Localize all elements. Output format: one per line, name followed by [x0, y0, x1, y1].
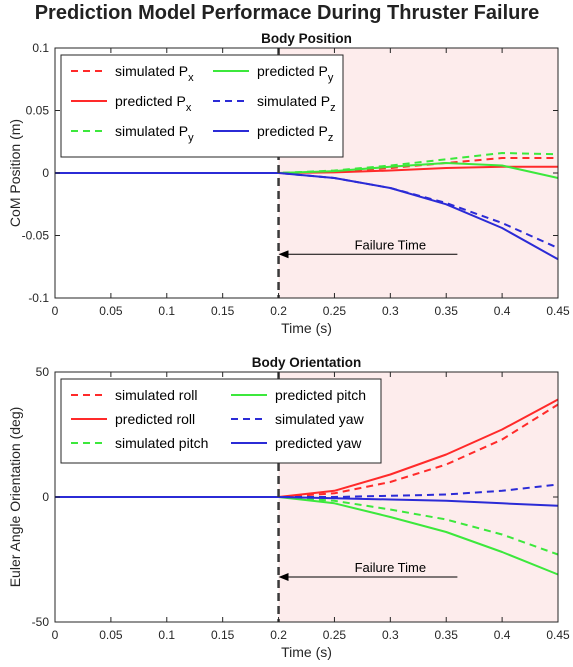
legend-label: predicted Py — [257, 63, 334, 84]
data-point — [501, 534, 503, 536]
legend-label: simulated Py — [115, 123, 194, 144]
data-point — [445, 500, 447, 502]
x-tick-label: 0.15 — [211, 628, 235, 642]
y-axis-label: Euler Angle Orientation (deg) — [7, 407, 23, 588]
data-point — [334, 490, 336, 492]
data-point — [390, 499, 392, 501]
data-point — [390, 474, 392, 476]
x-tick-label: 0.25 — [323, 304, 347, 318]
data-point — [334, 493, 336, 495]
data-point — [501, 222, 503, 224]
x-tick-label: 0.15 — [211, 304, 235, 318]
legend-label: simulated Px — [115, 63, 194, 84]
data-point — [445, 454, 447, 456]
series-line-0 — [55, 157, 558, 174]
x-tick-label: 0.1 — [158, 628, 175, 642]
x-tick-label: 0.45 — [546, 304, 570, 318]
x-tick-label: 0.05 — [99, 628, 123, 642]
data-point — [501, 551, 503, 553]
series-line-2 — [55, 152, 559, 174]
data-point — [501, 152, 503, 154]
data-point — [390, 516, 392, 518]
legend-label: simulated yaw — [275, 411, 365, 427]
body-position-chart: 0 0.05 0.1 0.15 0.2 0.25 0.3 0.35 0.4 0.45 -0.1 -0.… — [7, 31, 570, 336]
chart-title: Body Position — [261, 31, 352, 46]
data-point — [501, 439, 503, 441]
y-tick-label: 0.05 — [26, 104, 50, 118]
legend — [60, 54, 344, 158]
body-orientation-chart: 0 0.05 0.1 0.15 0.2 0.25 0.3 0.35 0.4 0.45-50050B… — [7, 355, 570, 660]
legend-label: predicted yaw — [275, 435, 362, 451]
figure-title: Prediction Model Performace During Thrus… — [35, 2, 540, 24]
x-tick-label: 0.25 — [323, 628, 347, 642]
data-point — [390, 170, 392, 172]
legend-label: predicted roll — [115, 411, 195, 427]
y-axis-label: CoM Position (m) — [7, 119, 23, 227]
x-tick-label: 0.4 — [494, 628, 511, 642]
data-point — [445, 159, 447, 161]
x-tick-label: 0.3 — [382, 628, 399, 642]
legend-label: simulated roll — [115, 387, 197, 403]
legend-label: simulated pitch — [115, 435, 208, 451]
x-tick-label: 0.05 — [99, 304, 123, 318]
x-tick-label: 0 — [52, 628, 59, 642]
legend-label: predicted pitch — [275, 387, 366, 403]
series-line-0 — [55, 403, 559, 498]
y-tick-label: 0 — [42, 166, 49, 180]
y-tick-label: 0 — [42, 490, 49, 504]
x-axis-label: Time (s) — [281, 644, 332, 660]
data-point — [501, 157, 503, 159]
data-point — [501, 165, 503, 167]
data-point — [445, 204, 447, 206]
data-point — [334, 177, 336, 179]
x-tick-label: 0.4 — [494, 304, 511, 318]
legend — [60, 378, 382, 464]
legend-label: predicted Pz — [257, 123, 333, 144]
data-point — [501, 227, 503, 229]
y-tick-label: 50 — [36, 365, 50, 379]
data-point — [334, 498, 336, 500]
data-point — [390, 481, 392, 483]
data-point — [390, 509, 392, 511]
data-point — [390, 166, 392, 168]
data-point — [334, 500, 336, 502]
x-axis-label: Time (s) — [281, 320, 332, 336]
y-tick-label: -0.05 — [22, 229, 50, 243]
y-tick-label: 0.1 — [32, 41, 49, 55]
x-tick-label: 0.35 — [435, 304, 459, 318]
data-point — [445, 167, 447, 169]
x-tick-label: 0.35 — [435, 628, 459, 642]
data-point — [334, 503, 336, 505]
x-tick-label: 0.1 — [158, 304, 175, 318]
failure-time-annotation: Failure Time — [355, 560, 427, 575]
chart-title: Body Orientation — [252, 355, 362, 370]
data-point — [501, 490, 503, 492]
series-line-4 — [55, 483, 559, 498]
legend-label: simulated Pz — [257, 93, 336, 114]
x-tick-label: 0.2 — [270, 304, 287, 318]
failure-time-annotation: Failure Time — [355, 237, 427, 252]
legend-label: predicted Px — [115, 93, 192, 114]
data-point — [501, 503, 503, 505]
x-tick-label: 0.3 — [382, 304, 399, 318]
data-point — [445, 494, 447, 496]
y-tick-label: -0.1 — [28, 291, 49, 305]
data-point — [334, 170, 336, 172]
series-line-2 — [55, 496, 559, 556]
x-tick-label: 0 — [52, 304, 59, 318]
data-point — [390, 187, 392, 189]
data-point — [501, 429, 503, 431]
data-point — [445, 531, 447, 533]
data-point — [445, 464, 447, 466]
data-point — [445, 519, 447, 521]
y-tick-label: -50 — [32, 615, 50, 629]
data-point — [445, 162, 447, 164]
data-point — [390, 495, 392, 497]
x-tick-label: 0.2 — [270, 628, 287, 642]
x-tick-label: 0.45 — [546, 628, 570, 642]
